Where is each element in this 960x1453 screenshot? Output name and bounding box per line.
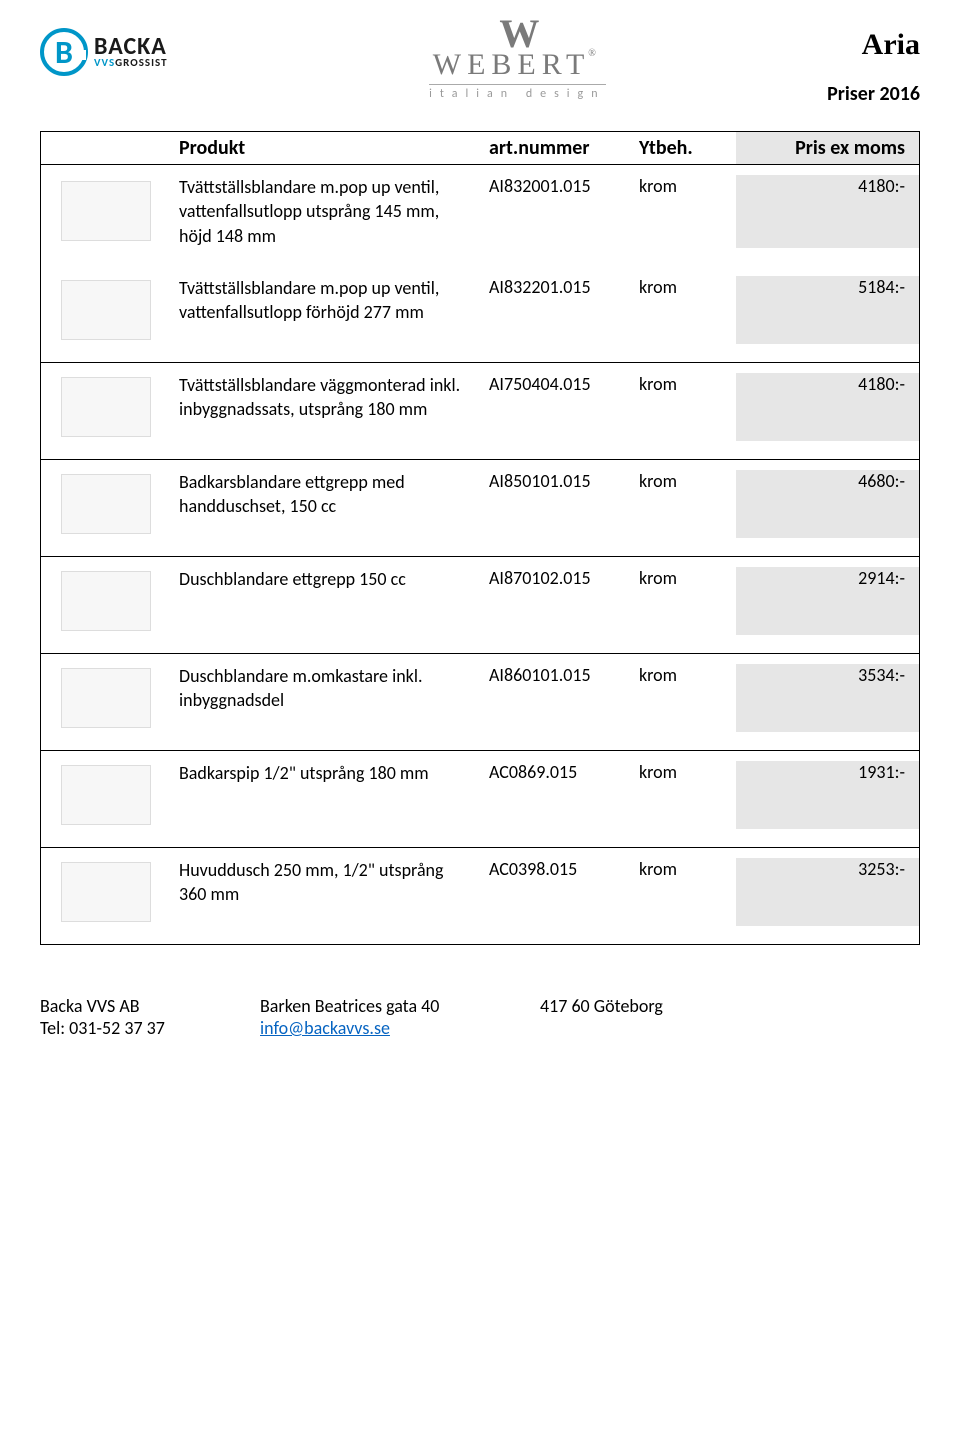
product-artnummer: AI870102.015 (481, 567, 631, 635)
product-artnummer: AC0869.015 (481, 761, 631, 829)
product-group: Badkarspip 1/2" utsprång 180 mmAC0869.01… (40, 751, 920, 848)
logo-backa-sub: VVSGROSSIST (94, 58, 168, 68)
table-body: Tvättställsblandare m.pop up ventil, vat… (40, 165, 920, 945)
product-price: 5184:- (736, 276, 919, 344)
page-subtitle-priser: Priser 2016 (827, 82, 920, 106)
logo-webert: W WEBERT® italian design (429, 20, 605, 101)
product-ytbeh: krom (631, 175, 736, 248)
product-description: Duschblandare ettgrepp 150 cc (171, 567, 481, 635)
logo-webert-w-icon: W (429, 20, 605, 48)
product-image-cell (41, 470, 171, 538)
product-row: Tvättställsblandare m.pop up ventil, vat… (41, 266, 919, 362)
product-description: Tvättställsblandare väggmonterad inkl. i… (171, 373, 481, 441)
footer-postal: 417 60 Göteborg (540, 995, 920, 1017)
col-header-image (41, 132, 171, 164)
col-header-produkt: Produkt (171, 132, 481, 164)
product-price: 4180:- (736, 373, 919, 441)
registered-icon: ® (588, 48, 602, 59)
product-description: Huvuddusch 250 mm, 1/2" utsprång 360 mm (171, 858, 481, 926)
footer-col-address: Barken Beatrices gata 40 info@backavvs.s… (260, 995, 540, 1039)
product-artnummer: AI850101.015 (481, 470, 631, 538)
product-artnummer: AI832001.015 (481, 175, 631, 248)
product-ytbeh: krom (631, 567, 736, 635)
product-group: Duschblandare ettgrepp 150 ccAI870102.01… (40, 557, 920, 654)
logo-webert-main: WEBERT® (429, 48, 605, 85)
product-price: 4180:- (736, 175, 919, 248)
col-header-pris: Pris ex moms (736, 132, 919, 164)
logo-backa-text: BACKA VVSGROSSIST (94, 36, 168, 67)
product-artnummer: AI860101.015 (481, 664, 631, 732)
product-ytbeh: krom (631, 470, 736, 538)
product-ytbeh: krom (631, 373, 736, 441)
product-group: Tvättställsblandare väggmonterad inkl. i… (40, 363, 920, 460)
product-row: Huvuddusch 250 mm, 1/2" utsprång 360 mmA… (41, 848, 919, 944)
product-artnummer: AI832201.015 (481, 276, 631, 344)
page-footer: Backa VVS AB Tel: 031-52 37 37 Barken Be… (40, 995, 920, 1039)
product-thumbnail (61, 571, 151, 631)
col-header-artnummer: art.nummer (481, 132, 631, 164)
logo-backa-sub-vvs: VVS (94, 56, 115, 69)
logo-backa: B BACKA VVSGROSSIST (40, 28, 168, 76)
product-image-cell (41, 664, 171, 732)
product-thumbnail (61, 668, 151, 728)
product-price: 4680:- (736, 470, 919, 538)
product-image-cell (41, 567, 171, 635)
product-group: Badkarsblandare ettgrepp med handduschse… (40, 460, 920, 557)
product-thumbnail (61, 765, 151, 825)
product-price: 3534:- (736, 664, 919, 732)
product-thumbnail (61, 377, 151, 437)
product-thumbnail (61, 181, 151, 241)
product-description: Tvättställsblandare m.pop up ventil, vat… (171, 276, 481, 344)
footer-col-company: Backa VVS AB Tel: 031-52 37 37 (40, 995, 260, 1039)
page-container: B BACKA VVSGROSSIST W WEBERT® italian de… (0, 0, 960, 1069)
col-header-ytbeh: Ytbeh. (631, 132, 736, 164)
product-image-cell (41, 761, 171, 829)
logo-backa-icon: B (40, 28, 88, 76)
product-artnummer: AI750404.015 (481, 373, 631, 441)
logo-webert-sub: italian design (429, 87, 605, 101)
product-price: 3253:- (736, 858, 919, 926)
logo-backa-main: BACKA (94, 36, 168, 58)
product-thumbnail (61, 280, 151, 340)
product-ytbeh: krom (631, 276, 736, 344)
product-row: Badkarsblandare ettgrepp med handduschse… (41, 460, 919, 556)
footer-email-link[interactable]: info@backavvs.se (260, 1017, 390, 1039)
product-ytbeh: krom (631, 858, 736, 926)
page-title-aria: Aria (827, 28, 920, 62)
footer-col-postal: 417 60 Göteborg (540, 995, 920, 1039)
product-thumbnail (61, 862, 151, 922)
logo-webert-main-text: WEBERT (433, 48, 591, 81)
product-row: Tvättställsblandare väggmonterad inkl. i… (41, 363, 919, 459)
footer-tel: Tel: 031-52 37 37 (40, 1017, 260, 1039)
logo-backa-sub-rest: GROSSIST (115, 56, 167, 69)
product-thumbnail (61, 474, 151, 534)
footer-address: Barken Beatrices gata 40 (260, 995, 540, 1017)
product-description: Badkarsblandare ettgrepp med handduschse… (171, 470, 481, 538)
product-description: Badkarspip 1/2" utsprång 180 mm (171, 761, 481, 829)
product-description: Duschblandare m.omkastare inkl. inbyggna… (171, 664, 481, 732)
product-artnummer: AC0398.015 (481, 858, 631, 926)
product-row: Tvättställsblandare m.pop up ventil, vat… (41, 165, 919, 266)
product-image-cell (41, 373, 171, 441)
product-row: Duschblandare ettgrepp 150 ccAI870102.01… (41, 557, 919, 653)
product-ytbeh: krom (631, 664, 736, 732)
footer-company: Backa VVS AB (40, 995, 260, 1017)
header-right: Aria Priser 2016 (827, 28, 920, 106)
page-header: B BACKA VVSGROSSIST W WEBERT® italian de… (40, 20, 920, 106)
product-image-cell (41, 276, 171, 344)
product-price: 2914:- (736, 567, 919, 635)
product-group: Tvättställsblandare m.pop up ventil, vat… (40, 165, 920, 363)
product-row: Badkarspip 1/2" utsprång 180 mmAC0869.01… (41, 751, 919, 847)
product-description: Tvättställsblandare m.pop up ventil, vat… (171, 175, 481, 248)
product-image-cell (41, 175, 171, 248)
product-price: 1931:- (736, 761, 919, 829)
product-group: Huvuddusch 250 mm, 1/2" utsprång 360 mmA… (40, 848, 920, 945)
header-center: W WEBERT® italian design (208, 20, 828, 101)
product-group: Duschblandare m.omkastare inkl. inbyggna… (40, 654, 920, 751)
product-ytbeh: krom (631, 761, 736, 829)
product-row: Duschblandare m.omkastare inkl. inbyggna… (41, 654, 919, 750)
product-image-cell (41, 858, 171, 926)
table-header-row: Produkt art.nummer Ytbeh. Pris ex moms (40, 131, 920, 165)
